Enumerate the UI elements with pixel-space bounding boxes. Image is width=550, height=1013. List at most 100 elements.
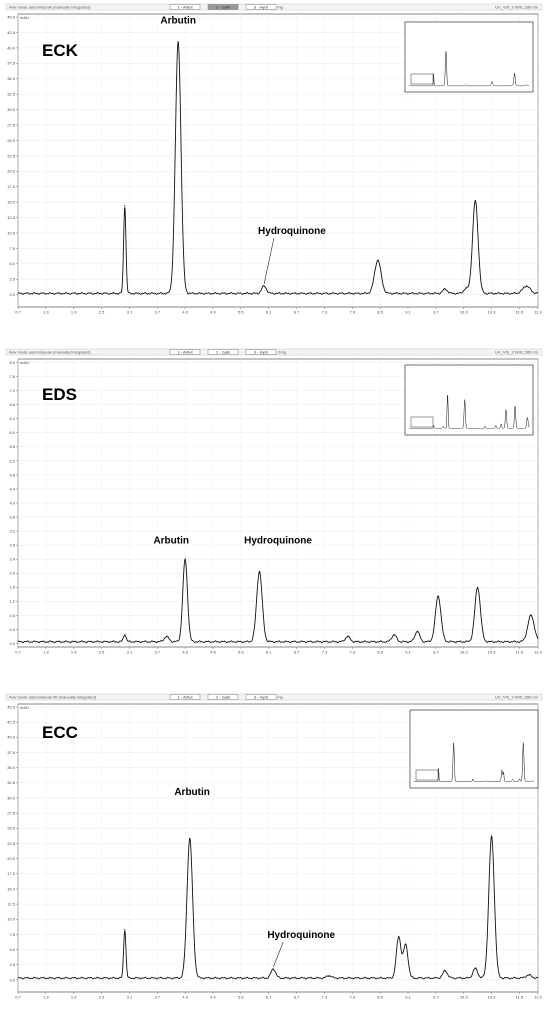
y-tick-label: 4.0 — [9, 500, 15, 505]
peak-apex — [490, 836, 493, 838]
inset-frame — [409, 709, 539, 789]
peak-tab — [245, 4, 277, 10]
inset-trace — [409, 395, 530, 429]
peak-apex — [444, 288, 446, 290]
y-tick-label: 6.8 — [9, 402, 15, 407]
y-tick-label: 3.2 — [9, 528, 15, 533]
y-tick-label: 6.4 — [9, 416, 15, 421]
x-tick-label: 1.9 — [71, 995, 77, 1000]
x-tick-label: 10.3 — [460, 650, 469, 655]
x-tick-label: 4.3 — [182, 650, 188, 655]
chromatogram-panel-ecc: Aviv mode autumn/peak 60 (manually integ… — [0, 690, 550, 1013]
peak-apex — [124, 634, 126, 636]
y-tick-label: 6.0 — [9, 430, 15, 435]
x-tick-label: 10.9 — [488, 650, 497, 655]
x-tick-label: 5.5 — [238, 310, 244, 315]
x-tick-label: 10.3 — [460, 995, 469, 1000]
x-tick-label: 11.9 — [534, 995, 542, 1000]
y-tick-label: 32.5 — [7, 780, 16, 785]
x-tick-label: 11.9 — [534, 650, 542, 655]
peak-annotation: Hydroquinone — [258, 226, 326, 237]
y-tick-label: 0.8 — [9, 613, 15, 618]
peak-apex — [405, 943, 407, 945]
y-tick-label: 37.5 — [7, 750, 16, 755]
chromatogram-panel-eck: Aviv mode autumn/peak (manually integrat… — [0, 0, 550, 330]
inset-zoom-box — [415, 769, 439, 781]
peak-apex — [184, 558, 186, 560]
y-tick-label: 20.0 — [7, 856, 16, 861]
y-tick-label: 17.5 — [7, 184, 16, 189]
y-tick-label: 25.0 — [7, 138, 16, 143]
header-right-text: UV_VIS_3 WVL:280 nm — [495, 5, 539, 10]
peak-tab-label: 2 - Galli — [216, 350, 230, 355]
y-tick-label: 30.0 — [7, 107, 16, 112]
x-tick-label: 9.7 — [433, 310, 439, 315]
y-tick-label: 2.4 — [9, 557, 15, 562]
y-tick-label: 2.5 — [9, 277, 15, 282]
peak-tab-label: 2 - Galli — [216, 695, 230, 700]
inset-frame — [404, 364, 534, 436]
peak-apex — [398, 935, 400, 938]
x-tick-label: 2.5 — [99, 650, 105, 655]
x-tick-label: 8.5 — [377, 650, 383, 655]
peak-apex — [530, 614, 532, 616]
peak-tab — [169, 349, 201, 355]
x-tick-label: 11.9 — [534, 310, 542, 315]
x-tick-label: 1.3 — [43, 310, 49, 315]
x-tick-label: 2.5 — [99, 995, 105, 1000]
sample-label: EDS — [42, 385, 77, 404]
chromatogram-panel-eds: Aviv mode autumn/peak (manually integrat… — [0, 345, 550, 670]
x-tick-label: 7.9 — [350, 310, 356, 315]
x-tick-label: 1.3 — [43, 650, 49, 655]
x-tick-label: 6.7 — [294, 650, 300, 655]
peak-apex — [393, 634, 395, 636]
annotation-pointer — [273, 941, 284, 968]
x-tick-label: 10.3 — [460, 310, 469, 315]
inset-trace — [409, 51, 530, 87]
y-tick-label: 27.5 — [7, 122, 16, 127]
header-left-text: Aviv mode autumn/peak (manually integrat… — [9, 5, 91, 10]
peak-tab — [207, 694, 239, 700]
chromatogram-eds: Aviv mode autumn/peak (manually integrat… — [5, 348, 543, 655]
y-tick-label: 2.0 — [9, 571, 15, 576]
x-tick-label: 6.1 — [266, 310, 272, 315]
x-tick-label: 8.5 — [377, 310, 383, 315]
header-right-text: UV_VIS_3 WVL:280 nm — [495, 695, 539, 700]
x-tick-label: 4.3 — [182, 995, 188, 1000]
y-tick-label: 3.6 — [9, 514, 15, 519]
chromatogram-trace — [17, 834, 539, 980]
peak-apex — [272, 968, 274, 970]
peak-apex — [189, 838, 191, 840]
y-tick-label: 22.5 — [7, 841, 16, 846]
y-tick-label: 2.8 — [9, 543, 15, 548]
x-tick-label: 11.5 — [516, 650, 524, 655]
y-tick-label: 5.0 — [9, 261, 15, 266]
x-tick-label: 0.7 — [15, 650, 21, 655]
x-tick-label: 8.5 — [377, 995, 383, 1000]
y-tick-label: 35.0 — [7, 76, 16, 81]
x-tick-label: 3.7 — [155, 650, 161, 655]
y-tick-label: 37.5 — [7, 61, 16, 66]
peak-apex — [525, 285, 527, 287]
x-tick-label: 6.7 — [294, 995, 300, 1000]
y-tick-label: 12.5 — [7, 215, 16, 220]
peak-apex — [465, 287, 467, 289]
inset-frame — [404, 21, 534, 93]
peak-apex — [528, 974, 530, 976]
x-tick-label: 0.7 — [15, 995, 21, 1000]
inset-trace — [414, 742, 535, 782]
y-tick-label: 20.0 — [7, 169, 16, 174]
x-tick-label: 5.5 — [238, 650, 244, 655]
y-tick-label: 32.5 — [7, 92, 16, 97]
annotation-pointer — [263, 238, 275, 285]
y-tick-label: 17.5 — [7, 871, 16, 876]
x-tick-label: 4.9 — [210, 995, 216, 1000]
y-tick-label: 7.6 — [9, 374, 15, 379]
y-tick-label: 35.0 — [7, 765, 16, 770]
peak-apex — [416, 630, 418, 632]
x-tick-label: 7.9 — [350, 995, 356, 1000]
chromatogram-ecc: Aviv mode autumn/peak 60 (manually integ… — [5, 693, 543, 1000]
peak-apex — [165, 635, 168, 638]
x-tick-label: 7.3 — [322, 650, 328, 655]
y-tick-label: 7.5 — [9, 932, 15, 937]
